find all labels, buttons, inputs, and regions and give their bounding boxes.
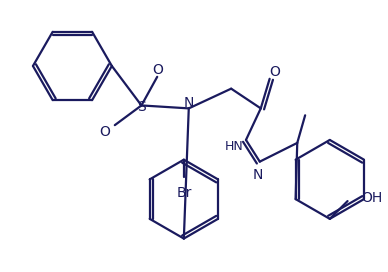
Text: O: O [269,65,280,79]
Text: HN: HN [225,140,244,153]
Text: O: O [152,63,163,78]
Text: Br: Br [176,186,192,200]
Text: OH: OH [361,191,383,205]
Text: S: S [137,100,146,114]
Text: N: N [253,168,263,182]
Text: N: N [184,96,194,110]
Text: O: O [99,125,110,138]
